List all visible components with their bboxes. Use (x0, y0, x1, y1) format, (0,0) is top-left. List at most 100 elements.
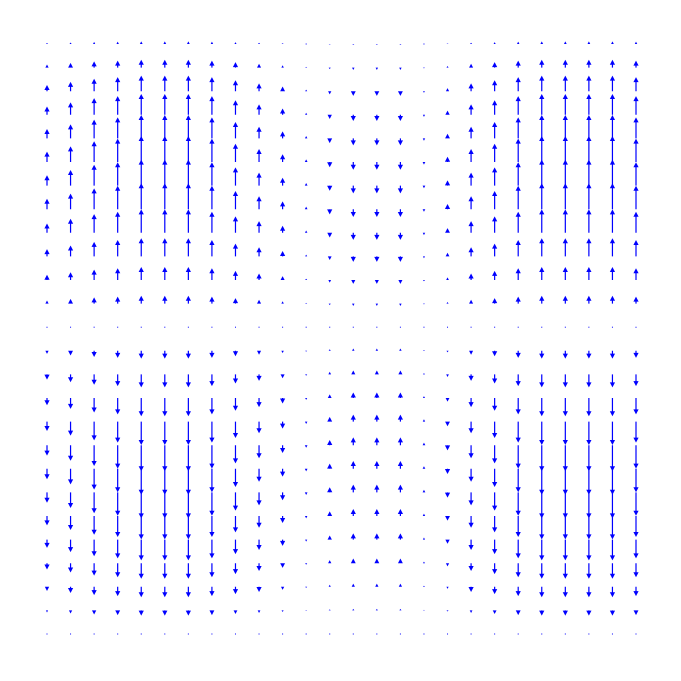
arrow (633, 185, 639, 210)
arrow (210, 41, 214, 44)
arrow (44, 539, 50, 548)
arrow (209, 421, 215, 443)
arrow (185, 563, 191, 579)
arrow (67, 272, 74, 280)
arrow (162, 159, 168, 186)
arrow (492, 100, 498, 115)
arrow (282, 326, 284, 328)
arrow (162, 539, 168, 561)
arrow (233, 610, 238, 615)
arrow (635, 633, 637, 635)
arrow (397, 114, 403, 122)
arrow (492, 80, 498, 92)
arrow (541, 326, 543, 328)
arrow (351, 583, 355, 587)
arrow (117, 326, 119, 328)
arrow (445, 563, 450, 567)
arrow (256, 563, 262, 571)
arrow (185, 209, 191, 233)
arrow (470, 42, 473, 44)
arrow (305, 610, 308, 611)
arrow (45, 350, 49, 354)
arrow (397, 392, 403, 398)
arrow (468, 172, 474, 186)
arrow (44, 516, 50, 526)
arrow (138, 115, 144, 139)
arrow (609, 159, 616, 186)
arrow (562, 610, 568, 616)
arrow (256, 516, 262, 528)
arrow (515, 77, 521, 92)
arrow (445, 110, 450, 115)
arrow (468, 83, 474, 92)
arrow (281, 301, 284, 304)
arrow (609, 136, 616, 162)
arrow (44, 563, 50, 570)
arrow (423, 43, 425, 45)
arrow (515, 610, 521, 616)
arrow (280, 492, 286, 501)
arrow (492, 216, 498, 233)
arrow (91, 141, 97, 162)
arrow (423, 633, 425, 635)
arrow (468, 149, 474, 162)
arrow (539, 209, 545, 233)
arrow (539, 115, 545, 139)
arrow (397, 256, 403, 262)
arrow (257, 299, 262, 304)
arrow (162, 295, 168, 304)
arrow (445, 539, 450, 544)
arrow (562, 586, 568, 598)
arrow (422, 373, 425, 375)
arrow (209, 586, 215, 597)
arrow (44, 151, 50, 162)
arrow (350, 232, 356, 240)
arrow (562, 238, 568, 257)
arrow (67, 218, 74, 233)
arrow (328, 91, 332, 95)
arrow (376, 326, 378, 328)
arrow (44, 223, 50, 233)
arrow (399, 44, 402, 45)
arrow (162, 398, 168, 417)
arrow (374, 484, 380, 493)
arrow (232, 421, 239, 438)
arrow (563, 41, 567, 44)
arrow (468, 273, 474, 280)
arrow (304, 159, 308, 162)
arrow (633, 162, 639, 186)
arrow (138, 350, 144, 359)
arrow (185, 468, 191, 495)
arrow (633, 610, 639, 616)
arrow (562, 59, 568, 68)
arrow (468, 468, 474, 482)
arrow (67, 374, 74, 383)
arrow (256, 421, 262, 434)
arrow (91, 516, 97, 535)
arrow (91, 164, 97, 186)
arrow (232, 539, 239, 555)
arrow (422, 232, 426, 236)
arrow (257, 63, 262, 68)
arrow (328, 371, 332, 375)
arrow (304, 183, 308, 186)
arrow (374, 414, 380, 422)
arrow (91, 350, 97, 358)
arrow (280, 250, 286, 257)
arrow (633, 539, 639, 559)
arrow (328, 349, 331, 351)
arrow (375, 583, 379, 587)
arrow (397, 162, 403, 170)
arrow (138, 136, 144, 162)
arrow (115, 162, 121, 186)
arrow (232, 122, 239, 139)
arrow (256, 586, 262, 592)
arrow (115, 185, 121, 210)
arrow (609, 468, 616, 495)
arrow (422, 537, 426, 540)
arrow (350, 138, 356, 146)
arrow (445, 228, 450, 233)
arrow (211, 326, 213, 328)
arrow (633, 492, 639, 516)
arrow (328, 584, 331, 587)
